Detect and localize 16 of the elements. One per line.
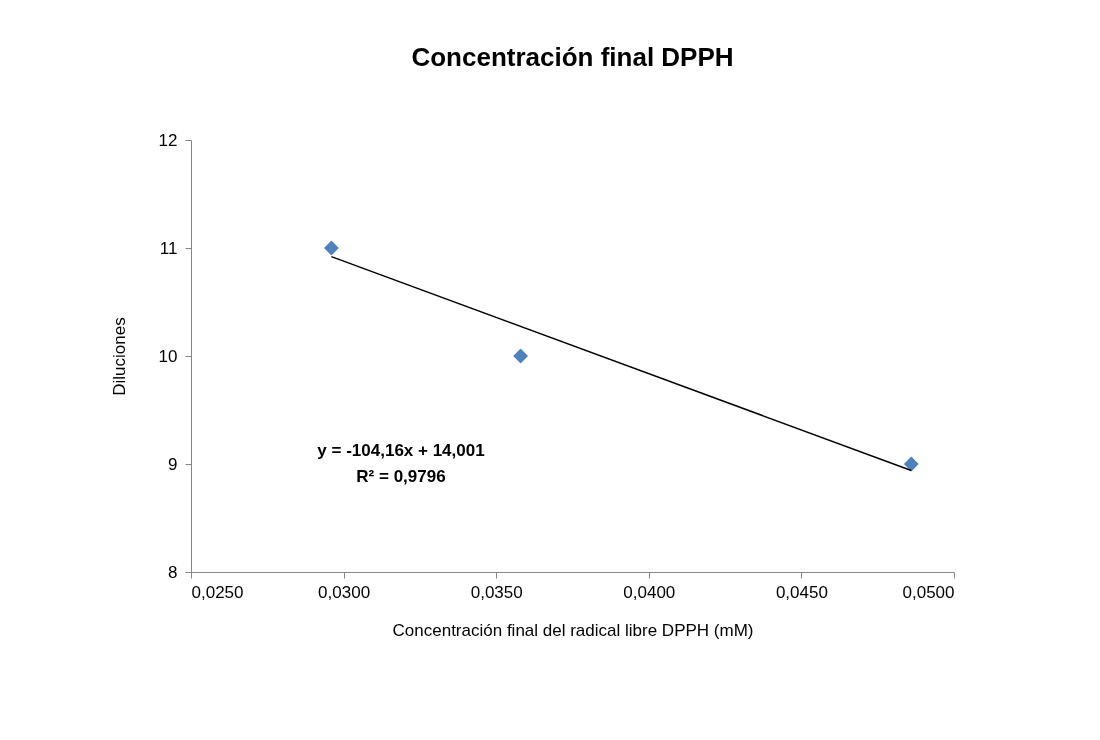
y-tick-label: 12 — [158, 130, 178, 150]
x-tick-label: 0,0500 — [902, 582, 955, 602]
annotation: y = -104,16x + 14,001 — [317, 441, 485, 460]
y-axis-title: Diluciones — [109, 317, 129, 396]
x-tick-label: 0,0300 — [318, 582, 371, 602]
y-tick-label: 10 — [158, 346, 178, 366]
y-tick-label: 9 — [168, 454, 178, 474]
x-tick-label: 0,0400 — [623, 582, 676, 602]
x-tick-label: 0,0350 — [470, 582, 523, 602]
x-tick-label: 0,0450 — [775, 582, 828, 602]
x-axis-title: Concentración final del radical libre DPPH (mM) — [392, 620, 754, 640]
annotation: R² = 0,9796 — [356, 467, 446, 486]
y-tick-label: 11 — [159, 238, 178, 258]
chart-title: Concentración final DPPH — [411, 42, 734, 72]
x-tick-label: 0,0250 — [191, 582, 244, 602]
y-tick-label: 8 — [168, 562, 178, 582]
